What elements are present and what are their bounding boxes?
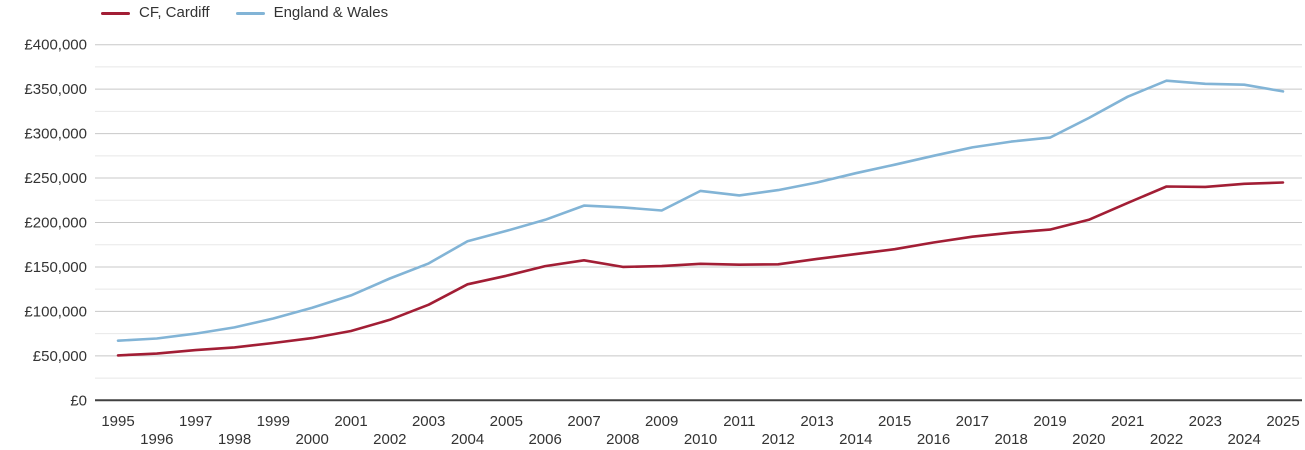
x-axis-label: 2016 — [917, 431, 950, 448]
y-axis-label: £50,000 — [33, 348, 87, 365]
major-gridlines — [95, 44, 1302, 357]
x-axis-label: 1996 — [140, 431, 173, 448]
x-axis-label: 2008 — [606, 431, 639, 448]
x-axis-label: 2018 — [994, 431, 1027, 448]
x-axis-label: 2001 — [334, 413, 367, 430]
x-axis-label: 2023 — [1189, 413, 1222, 430]
chart-legend: CF, Cardiff England & Wales — [101, 4, 414, 22]
x-axis-label: 2013 — [800, 413, 833, 430]
x-axis-label: 2009 — [645, 413, 678, 430]
y-axis-labels: £0 £50,000 £100,000 £150,000 £200,000 £250,00… — [24, 37, 87, 410]
x-axis-label: 2006 — [528, 431, 561, 448]
x-axis-label: 2002 — [373, 431, 406, 448]
x-axis-label: 2017 — [956, 413, 989, 430]
x-axis-label: 2019 — [1033, 413, 1066, 430]
y-axis-label: £100,000 — [24, 303, 87, 320]
x-axis-label: 1999 — [257, 413, 290, 430]
x-axis-label: 2004 — [451, 431, 484, 448]
series-line-cf-cardiff — [116, 181, 1285, 357]
legend-item-england-wales[interactable]: England & Wales — [235, 4, 389, 22]
x-axis-label: 2022 — [1150, 431, 1183, 448]
x-axis-label: 1997 — [179, 413, 212, 430]
x-axis-labels: 1995 1996 1997 1998 1999 2000 2001 2002 2003 2004… — [101, 413, 1299, 448]
y-axis-label: £150,000 — [24, 259, 87, 276]
y-axis-label: £300,000 — [24, 126, 87, 143]
legend-item-cf-cardiff[interactable]: CF, Cardiff — [101, 4, 210, 22]
x-axis-label: 2015 — [878, 413, 911, 430]
y-axis-label: £400,000 — [24, 37, 87, 54]
x-axis-label: 2007 — [567, 413, 600, 430]
x-axis-label: 2025 — [1266, 413, 1299, 430]
y-axis-label: £350,000 — [24, 81, 87, 98]
legend-label-england-wales: England & Wales — [273, 4, 389, 21]
x-axis-label: 2024 — [1227, 431, 1260, 448]
x-axis-label: 2021 — [1111, 413, 1144, 430]
legend-swatch-cf-cardiff-icon — [101, 11, 130, 15]
legend-swatch-england-wales-icon — [235, 11, 265, 15]
x-axis-label: 2011 — [723, 413, 755, 430]
x-axis-label: 2012 — [761, 431, 794, 448]
y-axis-label: £0 — [70, 392, 87, 409]
legend-label-cf-cardiff: CF, Cardiff — [139, 4, 210, 21]
x-axis-label: 2014 — [839, 431, 872, 448]
y-axis-label: £250,000 — [24, 170, 87, 187]
x-axis-label: 2000 — [295, 431, 328, 448]
x-axis-label: 2010 — [684, 431, 717, 448]
series-line-england-wales — [116, 79, 1285, 343]
x-axis-label: 1995 — [101, 413, 134, 430]
x-axis-label: 1998 — [218, 431, 251, 448]
y-axis-label: £200,000 — [24, 215, 87, 232]
x-axis-label: 2003 — [412, 413, 445, 430]
x-axis-label: 2020 — [1072, 431, 1105, 448]
minor-gridlines — [95, 66, 1302, 379]
x-axis-label: 2005 — [490, 413, 523, 430]
